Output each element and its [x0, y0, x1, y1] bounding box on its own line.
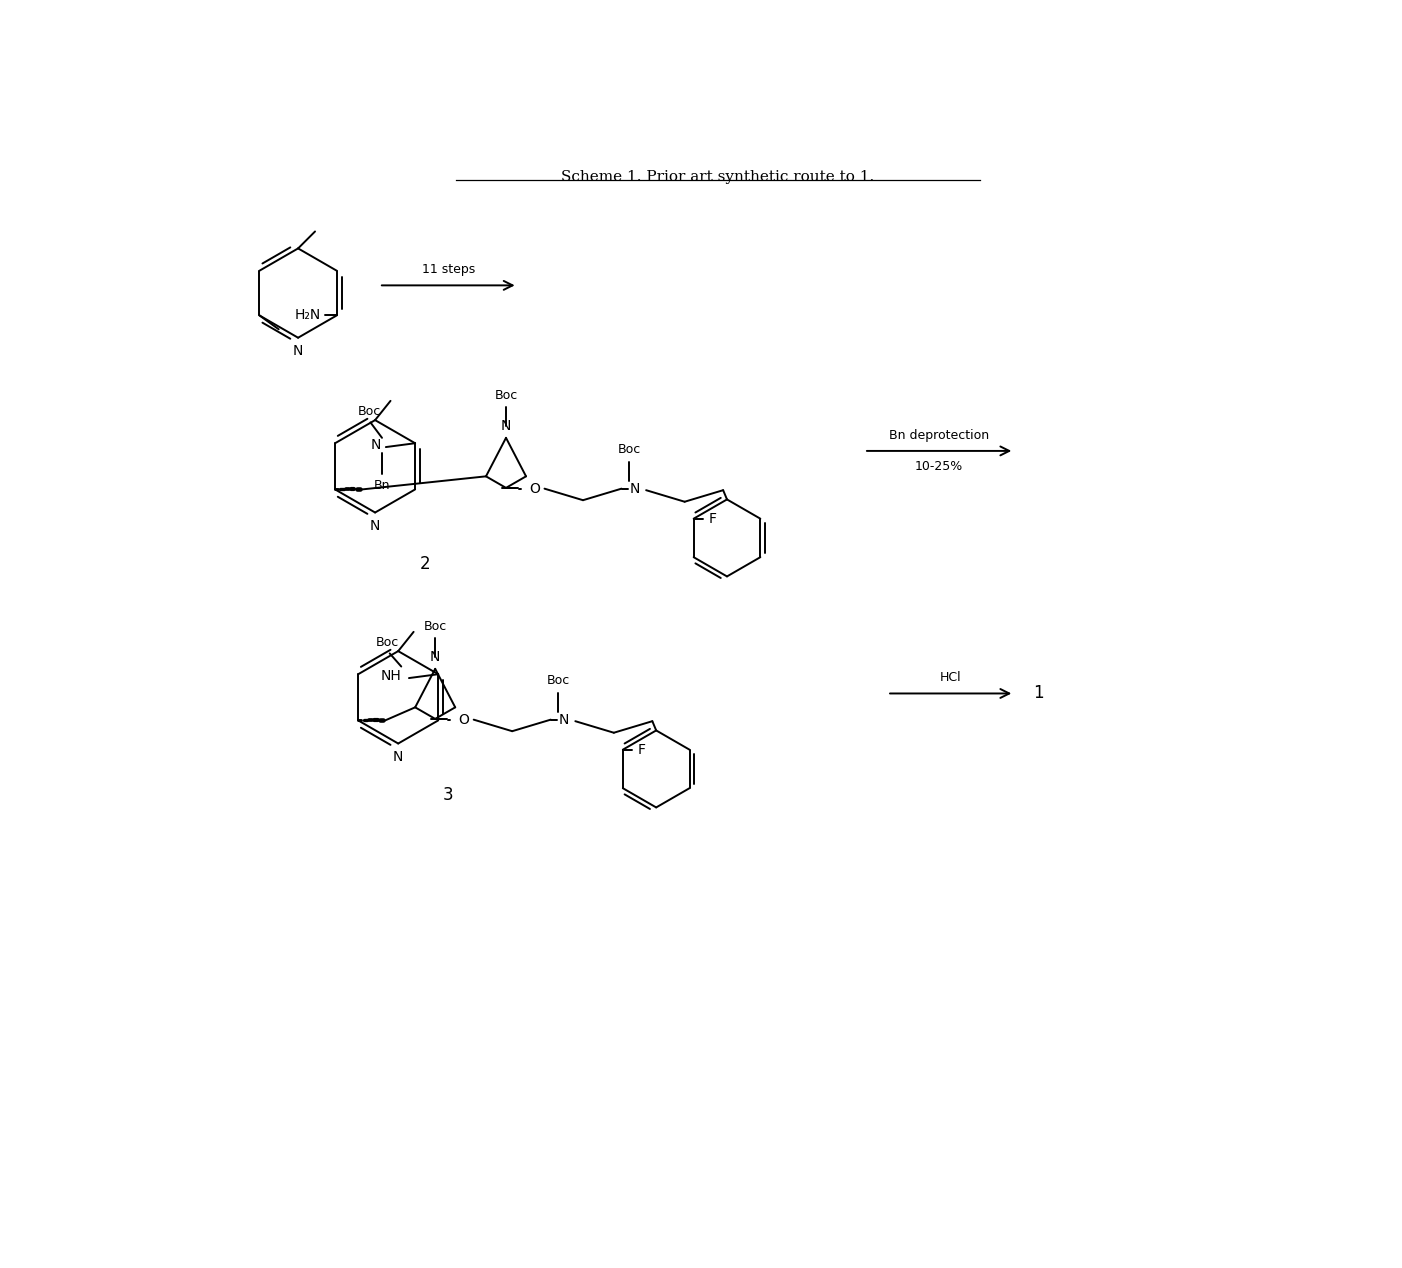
Text: 11 steps: 11 steps: [422, 264, 475, 276]
Text: NH: NH: [380, 668, 401, 682]
Text: N: N: [370, 520, 380, 534]
Text: N: N: [293, 344, 303, 358]
Text: N: N: [393, 751, 404, 765]
Text: 1: 1: [1033, 685, 1044, 702]
Text: N: N: [501, 420, 512, 434]
Text: H₂N: H₂N: [294, 308, 321, 322]
Text: F: F: [638, 743, 645, 757]
Text: Boc: Boc: [547, 675, 571, 687]
Text: O: O: [458, 713, 470, 727]
Text: Boc: Boc: [495, 389, 517, 402]
Text: N: N: [372, 437, 381, 451]
Text: N: N: [629, 482, 639, 496]
Text: N: N: [558, 713, 569, 727]
Text: 3: 3: [443, 786, 454, 804]
Text: Bn deprotection: Bn deprotection: [889, 429, 990, 441]
Text: 10-25%: 10-25%: [916, 460, 963, 473]
Text: 2: 2: [419, 555, 430, 573]
Text: Boc: Boc: [423, 620, 447, 634]
Text: N: N: [430, 650, 440, 664]
Text: Bn: Bn: [374, 479, 390, 492]
Text: Boc: Boc: [376, 635, 400, 649]
Text: F: F: [708, 512, 716, 526]
Text: HCl: HCl: [939, 671, 962, 685]
Text: O: O: [529, 482, 540, 496]
Text: Boc: Boc: [358, 404, 380, 418]
Text: Boc: Boc: [617, 444, 641, 456]
Text: Scheme 1. Prior art synthetic route to 1.: Scheme 1. Prior art synthetic route to 1…: [561, 170, 875, 184]
